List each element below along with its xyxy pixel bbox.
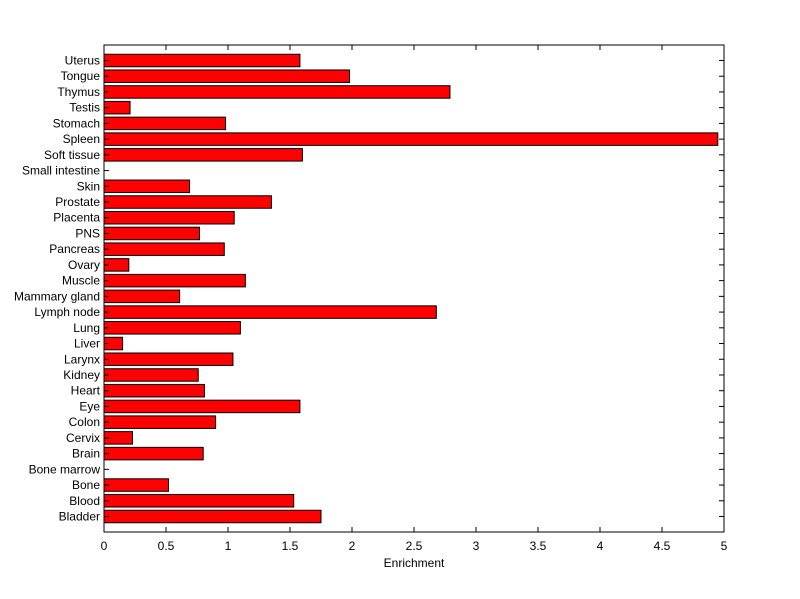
x-tick-label: 3.5 — [530, 539, 547, 553]
category-label: Spleen — [63, 132, 100, 146]
ticks-group — [103, 45, 725, 532]
category-label: Prostate — [55, 195, 100, 209]
category-label: Soft tissue — [44, 148, 100, 162]
category-label: Kidney — [63, 368, 100, 382]
bar — [103, 116, 227, 131]
category-label: Muscle — [62, 274, 100, 288]
bars-group — [103, 53, 719, 524]
bar — [103, 85, 451, 99]
category-label: Liver — [74, 337, 100, 351]
bar — [103, 289, 181, 304]
x-tick-label: 3 — [473, 539, 480, 553]
category-label: Tongue — [61, 69, 101, 83]
category-label: Pancreas — [49, 242, 100, 256]
bar — [103, 69, 351, 83]
bar — [103, 399, 301, 414]
bar — [103, 179, 191, 194]
bar — [103, 273, 246, 288]
x-tick-label: 1.5 — [282, 539, 299, 553]
category-label: Placenta — [53, 211, 100, 225]
category-label: Eye — [79, 399, 100, 413]
category-label: Small intestine — [22, 164, 100, 178]
bar — [103, 415, 217, 429]
bar — [103, 509, 322, 524]
x-tick-label: 0.5 — [158, 539, 175, 553]
bar — [103, 478, 169, 492]
category-label: Cervix — [66, 431, 100, 445]
x-tick-label: 5 — [721, 539, 728, 553]
category-label: Blood — [69, 494, 100, 508]
category-label: Bone — [72, 478, 100, 492]
category-label: Heart — [71, 384, 101, 398]
category-label: Lung — [73, 321, 100, 335]
bar — [103, 53, 301, 68]
bar — [103, 368, 199, 382]
x-tick-label: 1 — [225, 539, 232, 553]
category-label: Mammary gland — [14, 289, 100, 303]
category-label: Brain — [72, 447, 100, 461]
bar — [103, 132, 719, 146]
bar — [103, 383, 205, 398]
category-label: Bone marrow — [29, 462, 101, 476]
bar — [103, 242, 225, 256]
bar — [103, 148, 303, 162]
category-label: Colon — [69, 415, 100, 429]
category-label: Bladder — [59, 510, 100, 524]
category-label: Larynx — [64, 352, 100, 366]
bar — [103, 210, 235, 225]
bar — [103, 305, 437, 319]
bar — [103, 226, 200, 241]
x-tick-label: 4.5 — [654, 539, 671, 553]
category-label: Thymus — [57, 85, 100, 99]
category-label: Lymph node — [34, 305, 100, 319]
bar — [103, 195, 272, 209]
plot-frame — [103, 44, 725, 533]
category-label: Uterus — [65, 54, 100, 68]
bar — [103, 321, 241, 335]
category-label: Testis — [69, 101, 100, 115]
bar — [103, 352, 234, 367]
bar — [103, 494, 295, 508]
x-tick-label: 4 — [597, 539, 604, 553]
category-label: PNS — [75, 226, 100, 240]
category-label: Skin — [77, 179, 100, 193]
x-axis-title: Enrichment — [384, 556, 445, 570]
x-tick-labels-group: 0 0.5 1 1.5 2 2.5 3 3.5 4 4.5 5 — [101, 539, 728, 553]
x-tick-label: 2.5 — [406, 539, 423, 553]
bar — [103, 446, 204, 461]
category-label: Ovary — [68, 258, 100, 272]
x-tick-label: 0 — [101, 539, 108, 553]
category-label: Stomach — [53, 116, 100, 130]
x-tick-label: 2 — [349, 539, 356, 553]
